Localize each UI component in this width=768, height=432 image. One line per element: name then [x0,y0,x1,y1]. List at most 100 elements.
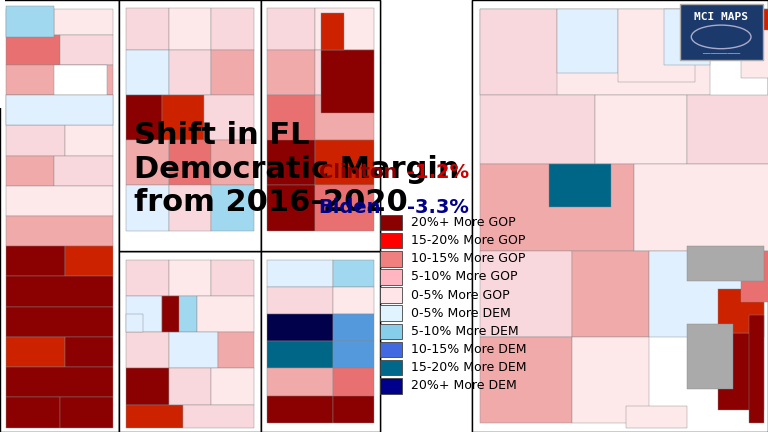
Bar [6,397,60,428]
Bar [54,156,113,186]
Bar [161,296,179,332]
Bar [59,35,113,65]
Text: 20%+ More DEM: 20%+ More DEM [411,379,517,392]
Bar [557,9,618,73]
Bar [380,251,402,267]
Bar [718,289,764,333]
Bar [380,233,402,248]
Bar [126,260,169,296]
Bar [267,50,315,95]
Bar [321,50,374,113]
Bar [315,50,374,95]
Bar [261,251,380,432]
Bar [6,337,65,367]
Bar [6,35,60,65]
Bar [54,65,108,95]
Text: 15-20% More GOP: 15-20% More GOP [411,234,525,247]
Bar [333,314,374,341]
Bar [169,368,211,405]
Bar [480,9,710,95]
Bar [197,296,254,332]
Bar [126,50,169,95]
Bar [126,332,169,368]
Bar [380,324,402,339]
Bar [695,9,764,52]
Bar [480,95,595,164]
Bar [261,251,380,432]
Bar [664,9,710,65]
Bar [333,287,374,314]
Bar [59,397,113,428]
Bar [0,0,5,108]
Bar [211,140,254,185]
Text: Shift in FL
Democratic Margin
from 2016-2020: Shift in FL Democratic Margin from 2016-… [134,121,460,217]
Bar [126,95,162,140]
Bar [333,260,374,287]
Bar [65,125,113,156]
Bar [687,324,733,389]
Bar [480,164,634,251]
Bar [480,337,572,423]
Bar [6,276,113,307]
Bar [267,287,333,314]
Bar [315,140,374,185]
Bar [333,368,374,396]
Bar [572,337,649,423]
Bar [6,156,54,186]
Bar [6,307,113,337]
Bar [0,0,119,432]
Bar [126,7,169,50]
Bar [333,341,374,368]
Bar [183,405,254,429]
Bar [267,314,333,341]
Bar [261,0,380,251]
Bar [126,314,143,332]
Bar [126,185,169,231]
Bar [169,7,211,50]
Bar [634,164,768,251]
Bar [6,95,113,125]
Bar [321,13,344,50]
Bar [315,7,374,50]
Bar [161,296,197,332]
Bar [126,405,183,429]
Bar [267,341,333,368]
Bar [549,164,611,207]
Bar [6,95,113,125]
Bar [626,406,687,428]
Bar [687,95,768,164]
Text: MCI MAPS: MCI MAPS [694,12,748,22]
Bar [267,95,315,140]
Text: 20%+ More GOP: 20%+ More GOP [411,216,515,229]
Bar [211,368,254,405]
Bar [54,9,113,35]
Bar [161,95,204,140]
Bar [65,337,113,367]
Text: -1.2%: -1.2% [407,163,469,182]
Text: Biden: Biden [319,198,381,217]
Bar [718,333,764,410]
Bar [380,215,402,230]
Bar [749,315,764,423]
Bar [380,342,402,357]
Text: 10-15% More DEM: 10-15% More DEM [411,343,526,356]
Bar [211,260,254,296]
Bar [6,9,54,35]
Bar [126,140,169,185]
Bar [267,140,315,185]
Bar [380,360,402,375]
Bar [119,0,261,251]
Text: 15-20% More DEM: 15-20% More DEM [411,361,526,374]
Bar [169,260,211,296]
Bar [267,368,333,396]
Text: 0-5% More GOP: 0-5% More GOP [411,289,509,302]
Text: 0-5% More DEM: 0-5% More DEM [411,307,511,320]
Text: ─────────: ───────── [702,51,740,57]
Bar [380,287,402,303]
Bar [218,332,254,368]
Bar [65,246,113,276]
Bar [333,396,374,423]
Bar [6,367,113,397]
Bar [741,9,768,78]
Bar [6,65,113,95]
